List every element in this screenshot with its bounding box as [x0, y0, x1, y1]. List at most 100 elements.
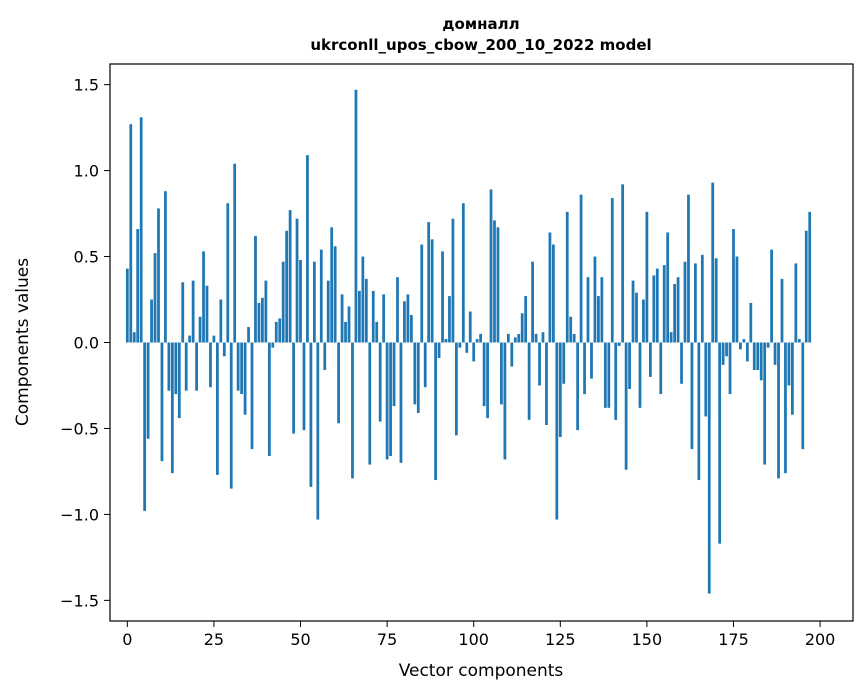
- bar-134: [590, 342, 593, 379]
- y-axis: −1.5 −1.0 −0.5 0.0 0.5 1.0 1.5: [60, 76, 110, 610]
- chart-title-line-1: домналл: [442, 15, 519, 33]
- bar-15: [177, 342, 181, 419]
- bar-102: [479, 333, 483, 343]
- bar-64: [347, 306, 351, 343]
- bar-71: [371, 290, 375, 343]
- bar-184: [763, 342, 767, 465]
- bar-174: [728, 342, 732, 395]
- bar-123: [551, 244, 555, 343]
- bar-82: [409, 314, 413, 343]
- x-tick-label: 200: [805, 630, 836, 649]
- y-tick-label: −1.0: [60, 505, 99, 524]
- bar-16: [181, 282, 185, 343]
- bar-0: [125, 268, 129, 343]
- bar-25: [212, 335, 216, 343]
- bar-57: [323, 342, 327, 371]
- bar-51: [302, 342, 306, 431]
- bar-19: [191, 280, 195, 343]
- bar-55: [316, 342, 320, 520]
- bar-130: [576, 342, 580, 431]
- bar-122: [548, 232, 552, 343]
- bar-156: [666, 232, 670, 343]
- bar-171: [718, 342, 722, 544]
- bars-group: [125, 89, 812, 594]
- bar-80: [403, 301, 406, 343]
- y-tick-label: 1.5: [74, 76, 99, 95]
- bar-150: [645, 211, 649, 343]
- bar-158: [673, 284, 676, 343]
- bar-65: [351, 342, 354, 479]
- bar-24: [209, 342, 212, 388]
- bar-50: [299, 259, 302, 343]
- bar-115: [524, 296, 528, 343]
- bar-138: [603, 342, 607, 408]
- bar-86: [423, 342, 427, 388]
- bar-176: [735, 256, 739, 343]
- bar-10: [160, 342, 164, 462]
- bar-95: [455, 342, 458, 436]
- bar-103: [482, 342, 486, 407]
- bar-167: [704, 342, 708, 417]
- x-tick-label: 100: [458, 630, 489, 649]
- x-axis: 0 25 50 75 100 125 150 175 200: [122, 621, 835, 649]
- bar-94: [451, 218, 455, 343]
- bar-100: [472, 342, 476, 362]
- bar-76: [389, 342, 392, 456]
- bar-183: [759, 342, 763, 381]
- bar-61: [337, 342, 341, 424]
- bar-69: [364, 278, 368, 343]
- bar-84: [416, 342, 420, 413]
- bar-178: [742, 339, 746, 343]
- bar-181: [752, 342, 756, 371]
- y-tick-label: −0.5: [60, 419, 99, 438]
- bar-144: [624, 342, 628, 470]
- bar-85: [420, 244, 424, 343]
- bar-58: [326, 280, 330, 343]
- bar-153: [655, 268, 659, 343]
- bar-119: [538, 342, 541, 386]
- bar-196: [804, 230, 808, 343]
- bar-40: [264, 280, 268, 343]
- bar-59: [330, 227, 334, 343]
- bar-191: [787, 342, 791, 386]
- bar-75: [385, 342, 389, 460]
- bar-132: [583, 342, 586, 395]
- bar-107: [496, 227, 500, 343]
- bar-23: [205, 285, 209, 343]
- chart-title-line-2: ukrconll_upos_cbow_200_10_2022 model: [310, 36, 651, 54]
- bar-110: [506, 333, 510, 343]
- bar-36: [250, 342, 254, 450]
- bar-48: [292, 342, 295, 434]
- bar-164: [694, 263, 697, 343]
- y-tick-label: 0.0: [74, 334, 99, 353]
- bar-29: [226, 203, 230, 343]
- bar-165: [697, 342, 701, 481]
- bar-166: [700, 254, 704, 343]
- bar-168: [707, 342, 711, 594]
- bar-157: [669, 332, 673, 343]
- bar-49: [295, 218, 299, 343]
- bar-120: [541, 332, 545, 343]
- bar-180: [749, 302, 753, 343]
- bar-20: [195, 342, 198, 391]
- bar-79: [399, 342, 403, 463]
- bar-62: [340, 294, 344, 343]
- bar-53: [309, 342, 313, 487]
- bar-114: [520, 313, 524, 343]
- bar-106: [493, 220, 496, 343]
- bar-9: [157, 208, 160, 343]
- bar-175: [732, 229, 735, 343]
- bar-151: [648, 342, 652, 377]
- bar-129: [572, 333, 576, 343]
- bar-124: [555, 342, 559, 520]
- bar-148: [638, 342, 642, 408]
- bar-78: [396, 277, 399, 343]
- bar-35: [247, 327, 250, 343]
- bar-146: [631, 280, 635, 343]
- bar-52: [306, 155, 309, 343]
- bar-127: [565, 211, 569, 343]
- bar-113: [517, 333, 521, 343]
- bar-121: [545, 342, 548, 426]
- bar-67: [358, 290, 361, 343]
